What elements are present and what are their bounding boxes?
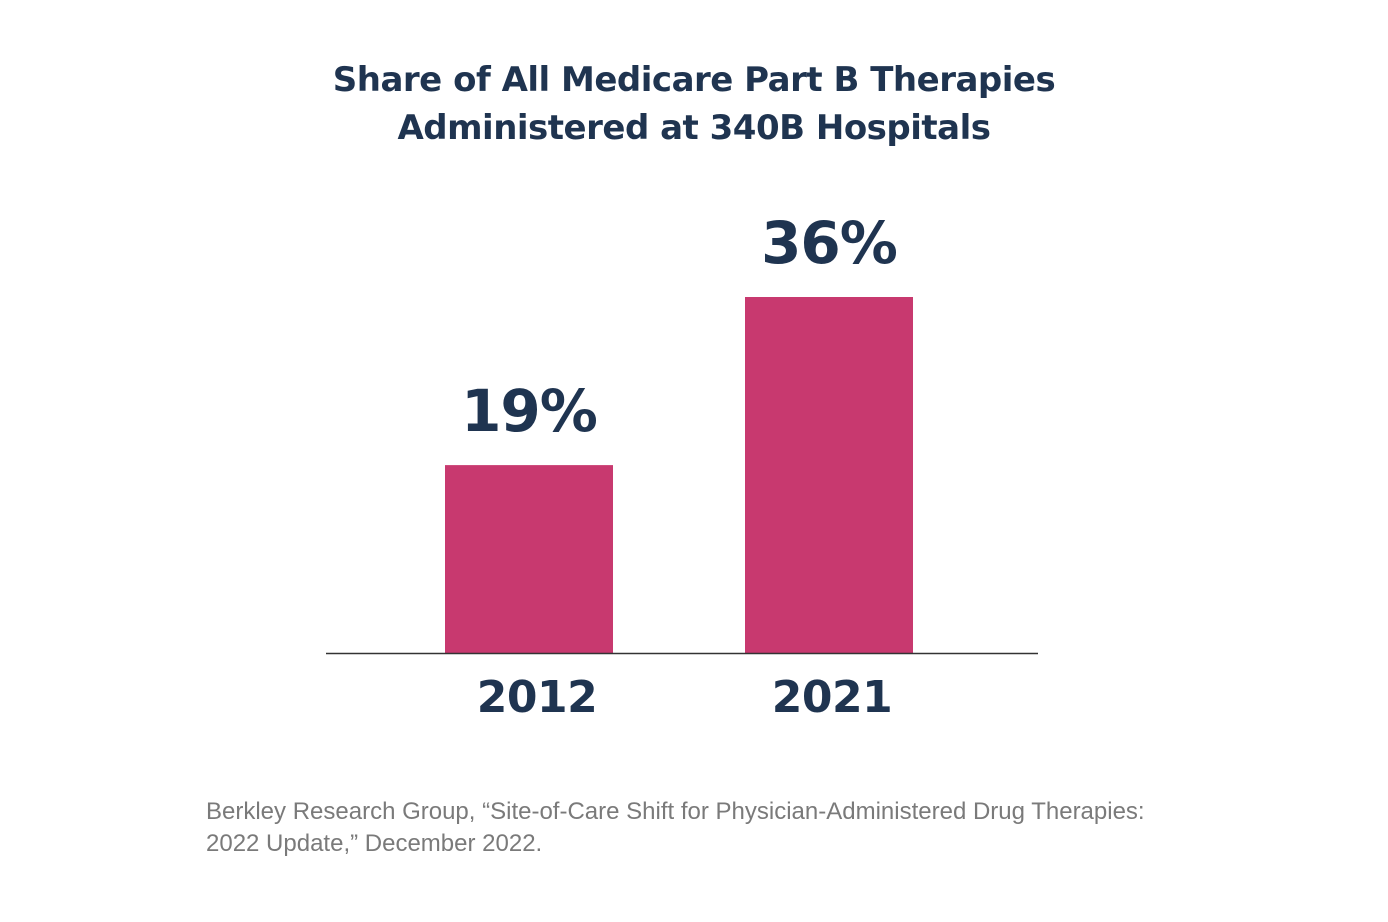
source-citation: Berkley Research Group, “Site-of-Care Sh… xyxy=(206,796,1306,860)
source-line-2: 2022 Update,” December 2022. xyxy=(206,830,543,857)
category-label-2012: 2012 xyxy=(477,672,597,723)
bar-2021 xyxy=(745,297,913,653)
category-label-2021: 2021 xyxy=(772,672,892,723)
chart-title-line-2: Administered at 340B Hospitals xyxy=(397,108,991,148)
source-line-1: Berkley Research Group, “Site-of-Care Sh… xyxy=(206,798,1145,825)
data-label-2021: 36% xyxy=(761,209,897,277)
chart-title-line-1: Share of All Medicare Part B Therapies xyxy=(332,60,1056,100)
data-label-2012: 19% xyxy=(461,377,597,445)
chart-title: Share of All Medicare Part B Therapies A… xyxy=(0,56,1388,152)
bar-2012 xyxy=(445,465,613,653)
